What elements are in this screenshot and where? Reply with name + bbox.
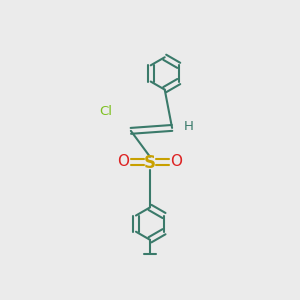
Text: Cl: Cl — [100, 106, 112, 118]
Text: H: H — [183, 120, 193, 133]
Text: O: O — [170, 154, 182, 169]
Text: S: S — [144, 154, 156, 172]
Text: O: O — [118, 154, 130, 169]
